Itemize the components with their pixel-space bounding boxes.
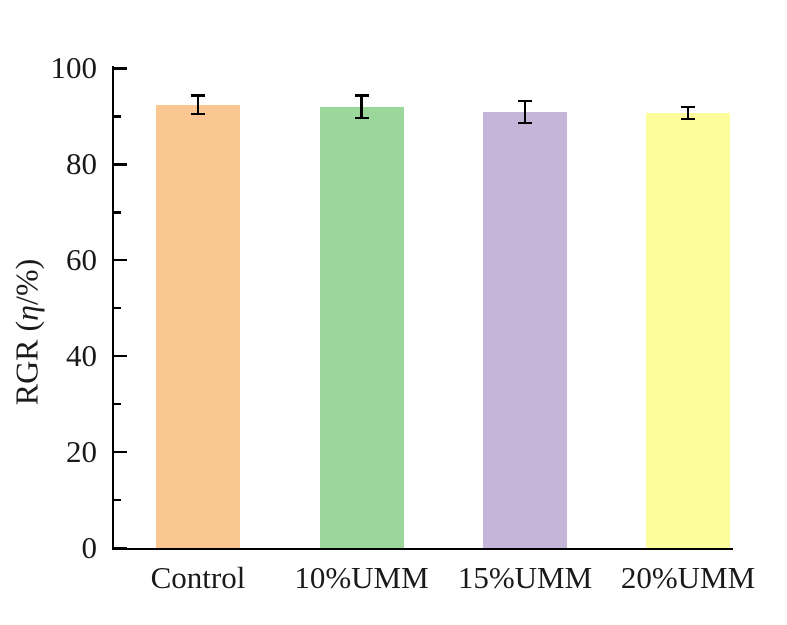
y-tick-label: 0 [81,530,98,565]
error-bar-cap-bottom-10-umm [354,116,369,120]
y-major-tick [114,450,127,454]
error-bar-cap-bottom-15-umm [518,121,532,125]
y-tick-label: 100 [50,50,98,86]
bar-15-umm [483,112,567,548]
y-minor-tick [114,402,121,406]
y-major-tick [114,354,127,358]
error-bar-cap-bottom-control [191,112,205,116]
error-bar-cap-top-10-umm [354,94,369,97]
y-major-tick [114,163,127,166]
error-bar-line-15-umm [523,101,527,124]
error-bar-cap-top-20-umm [681,105,695,109]
bar-10-umm [319,106,404,548]
y-minor-tick [114,306,121,310]
error-bar-cap-top-control [191,94,205,97]
plot-area: 0 20 40 60 80 100 Control 10%UMM 15%UMM 20%UMM [51,51,756,595]
y-tick-label: 80 [66,146,97,182]
y-major-tick [114,546,127,550]
bar-control [156,104,240,548]
error-bar-line-20-umm [686,107,690,119]
error-bar-line-control [196,95,200,114]
x-axis-label-10-umm: 10%UMM [294,560,429,595]
y-minor-tick [114,211,121,214]
y-tick-label: 20 [66,434,97,470]
x-axis-label-control: Control [150,560,246,595]
error-bar-cap-bottom-20-umm [681,117,695,120]
bar-20-umm [646,113,730,548]
y-minor-tick [114,115,121,118]
y-axis-label-eta: η [8,304,45,321]
y-major-tick [114,67,127,70]
y-tick-label: 40 [66,338,97,374]
y-minor-tick [114,498,121,502]
x-axis-label-15-umm: 15%UMM [457,560,593,595]
y-major-tick [114,258,127,262]
error-bar-line-10-umm [360,95,363,118]
y-tick-label: 60 [66,242,97,278]
x-axis-label-20-umm: 20%UMM [620,560,756,595]
y-axis-label: RGR (η/%) [9,259,46,406]
error-bar-cap-top-15-umm [518,99,532,103]
